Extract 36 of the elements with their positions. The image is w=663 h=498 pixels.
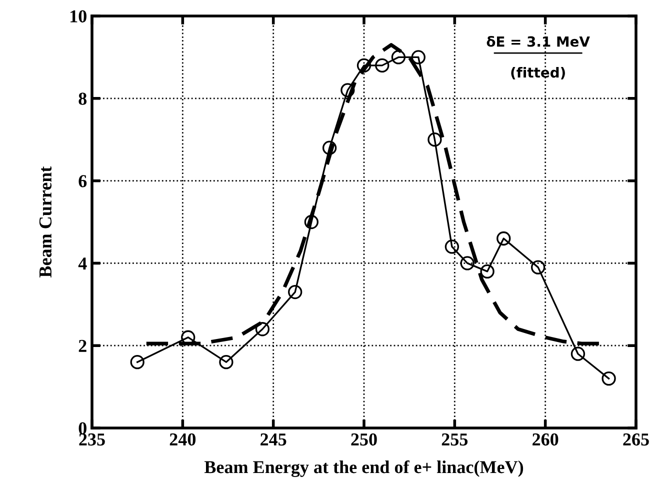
point — [428, 132, 442, 147]
annotation: (fitted) — [511, 66, 565, 80]
point — [444, 240, 460, 254]
point — [460, 256, 474, 270]
point — [130, 354, 144, 370]
point — [304, 214, 318, 230]
x-tick-label: 240 — [170, 433, 196, 446]
y-tick-label: 2 — [78, 340, 86, 352]
y-tick-label: 8 — [78, 92, 87, 105]
y-axis-title: Beam Current — [39, 166, 52, 278]
point — [255, 322, 270, 336]
y-tick-label: 0 — [78, 422, 86, 434]
y-tick-label: 4 — [78, 258, 87, 270]
annotation: δE = 3.1 MeV — [486, 36, 590, 47]
y-tick-label: 10 — [70, 10, 86, 22]
point — [496, 231, 511, 246]
point — [322, 140, 337, 155]
point — [340, 83, 355, 98]
x-tick-label: 255 — [442, 433, 468, 446]
point — [219, 354, 234, 370]
point — [602, 371, 616, 386]
point — [375, 58, 390, 73]
point — [480, 264, 494, 279]
x-tick-label: 250 — [351, 433, 377, 446]
point — [391, 50, 406, 64]
x-tick-label: 235 — [79, 433, 105, 446]
x-tick-label: 265 — [623, 433, 649, 446]
point — [288, 284, 302, 300]
x-tick-label: 245 — [260, 433, 286, 446]
point — [530, 260, 546, 274]
point — [411, 50, 426, 64]
point — [356, 58, 372, 73]
x-axis-title: Beam Energy at the end of e+ linac(MeV) — [204, 460, 524, 478]
y-tick-label: 6 — [78, 175, 87, 188]
x-tick-label: 260 — [532, 433, 558, 446]
point — [570, 346, 586, 361]
